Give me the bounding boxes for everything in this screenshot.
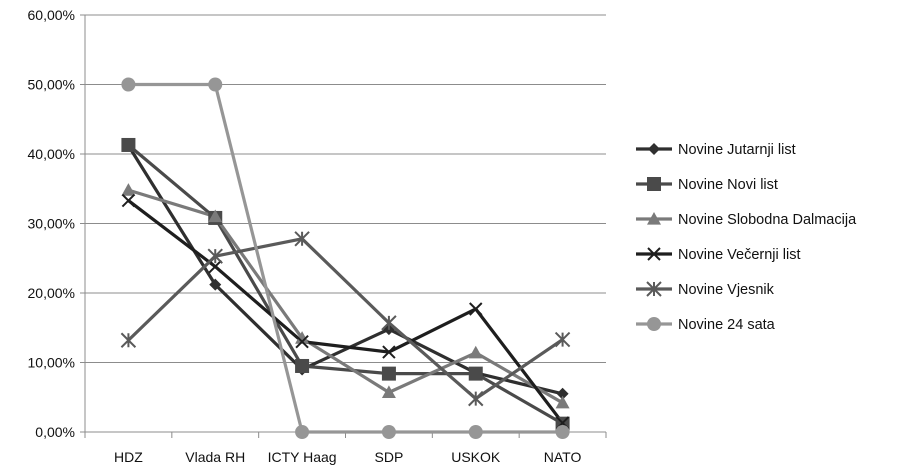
- legend: Novine Jutarnji list Novine Novi list Novi…: [636, 142, 857, 333]
- data-point: [121, 77, 136, 92]
- y-tick-label: 0,00%: [35, 424, 75, 440]
- x-tick-label: ICTY Haag: [268, 449, 337, 465]
- data-point: [294, 231, 310, 247]
- legend-label: Novine Slobodna Dalmacija: [678, 212, 857, 228]
- legend-marker: [646, 281, 662, 297]
- data-point: [295, 334, 309, 349]
- series-line: [127, 143, 564, 426]
- data-point: [468, 366, 483, 381]
- data-point: [381, 385, 396, 398]
- legend-marker: [647, 247, 661, 261]
- legend-label: Novine Vjesnik: [678, 282, 775, 298]
- series-line: [127, 237, 564, 401]
- y-tick-label: 60,00%: [28, 7, 75, 23]
- legend-marker: [647, 177, 661, 191]
- data-point: [381, 425, 396, 439]
- legend-label: Novine Novi list: [678, 177, 778, 193]
- data-point: [120, 332, 137, 348]
- data-point: [121, 193, 136, 208]
- data-point: [295, 358, 310, 373]
- gridlines: [85, 14, 606, 363]
- y-tick-label: 40,00%: [28, 146, 75, 162]
- axes: 0,00% 10,00% 20,00% 30,00% 40,00% 50,00% 60,00…: [28, 7, 607, 465]
- data-point: [554, 331, 571, 348]
- x-tick-label: NATO: [544, 449, 582, 465]
- data-point: [469, 302, 483, 316]
- data-point: [468, 425, 483, 439]
- x-tick-label: SDP: [375, 449, 404, 465]
- legend-marker: [647, 317, 661, 331]
- data-point: [382, 345, 396, 359]
- data-point: [208, 209, 223, 223]
- data-point: [207, 248, 223, 264]
- data-point: [295, 331, 310, 344]
- data-point: [468, 390, 484, 407]
- data-point: [555, 395, 570, 409]
- series-line: [127, 144, 563, 396]
- x-tick-label: HDZ: [114, 449, 143, 465]
- data-point: [381, 315, 397, 331]
- series-markers: [120, 77, 571, 439]
- legend-marker: [647, 212, 661, 225]
- data-point: [121, 137, 136, 152]
- x-tick-label: Vlada RH: [185, 449, 245, 465]
- y-tick-label: 20,00%: [28, 285, 75, 301]
- legend-label: Novine 24 sata: [678, 317, 776, 333]
- series-lines: [127, 82, 564, 434]
- legend-label: Novine Večernji list: [678, 247, 801, 263]
- legend-label: Novine Jutarnji list: [678, 142, 796, 158]
- data-point: [121, 183, 136, 196]
- series-line: [128, 82, 563, 434]
- data-point: [468, 345, 483, 359]
- data-point: [556, 387, 569, 400]
- data-point: [209, 278, 222, 291]
- y-tick-label: 30,00%: [28, 216, 75, 232]
- legend-marker: [648, 143, 660, 155]
- x-tick-label: USKOK: [451, 449, 501, 465]
- data-point: [208, 259, 222, 274]
- series-line: [127, 199, 564, 424]
- y-tick-label: 10,00%: [28, 355, 75, 371]
- data-point: [295, 425, 310, 439]
- data-point: [381, 366, 396, 381]
- series-line: [127, 188, 564, 405]
- y-tick-label: 50,00%: [28, 77, 75, 93]
- data-point: [555, 425, 570, 439]
- data-point: [208, 77, 223, 92]
